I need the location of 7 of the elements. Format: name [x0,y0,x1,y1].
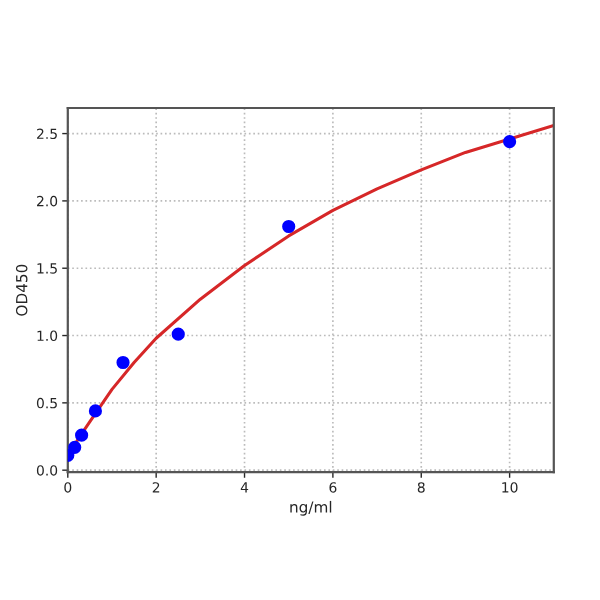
point [88,404,102,418]
point [503,135,517,149]
point [282,219,296,234]
point [68,440,82,454]
point [116,355,130,370]
point [171,327,185,341]
point [75,428,89,442]
